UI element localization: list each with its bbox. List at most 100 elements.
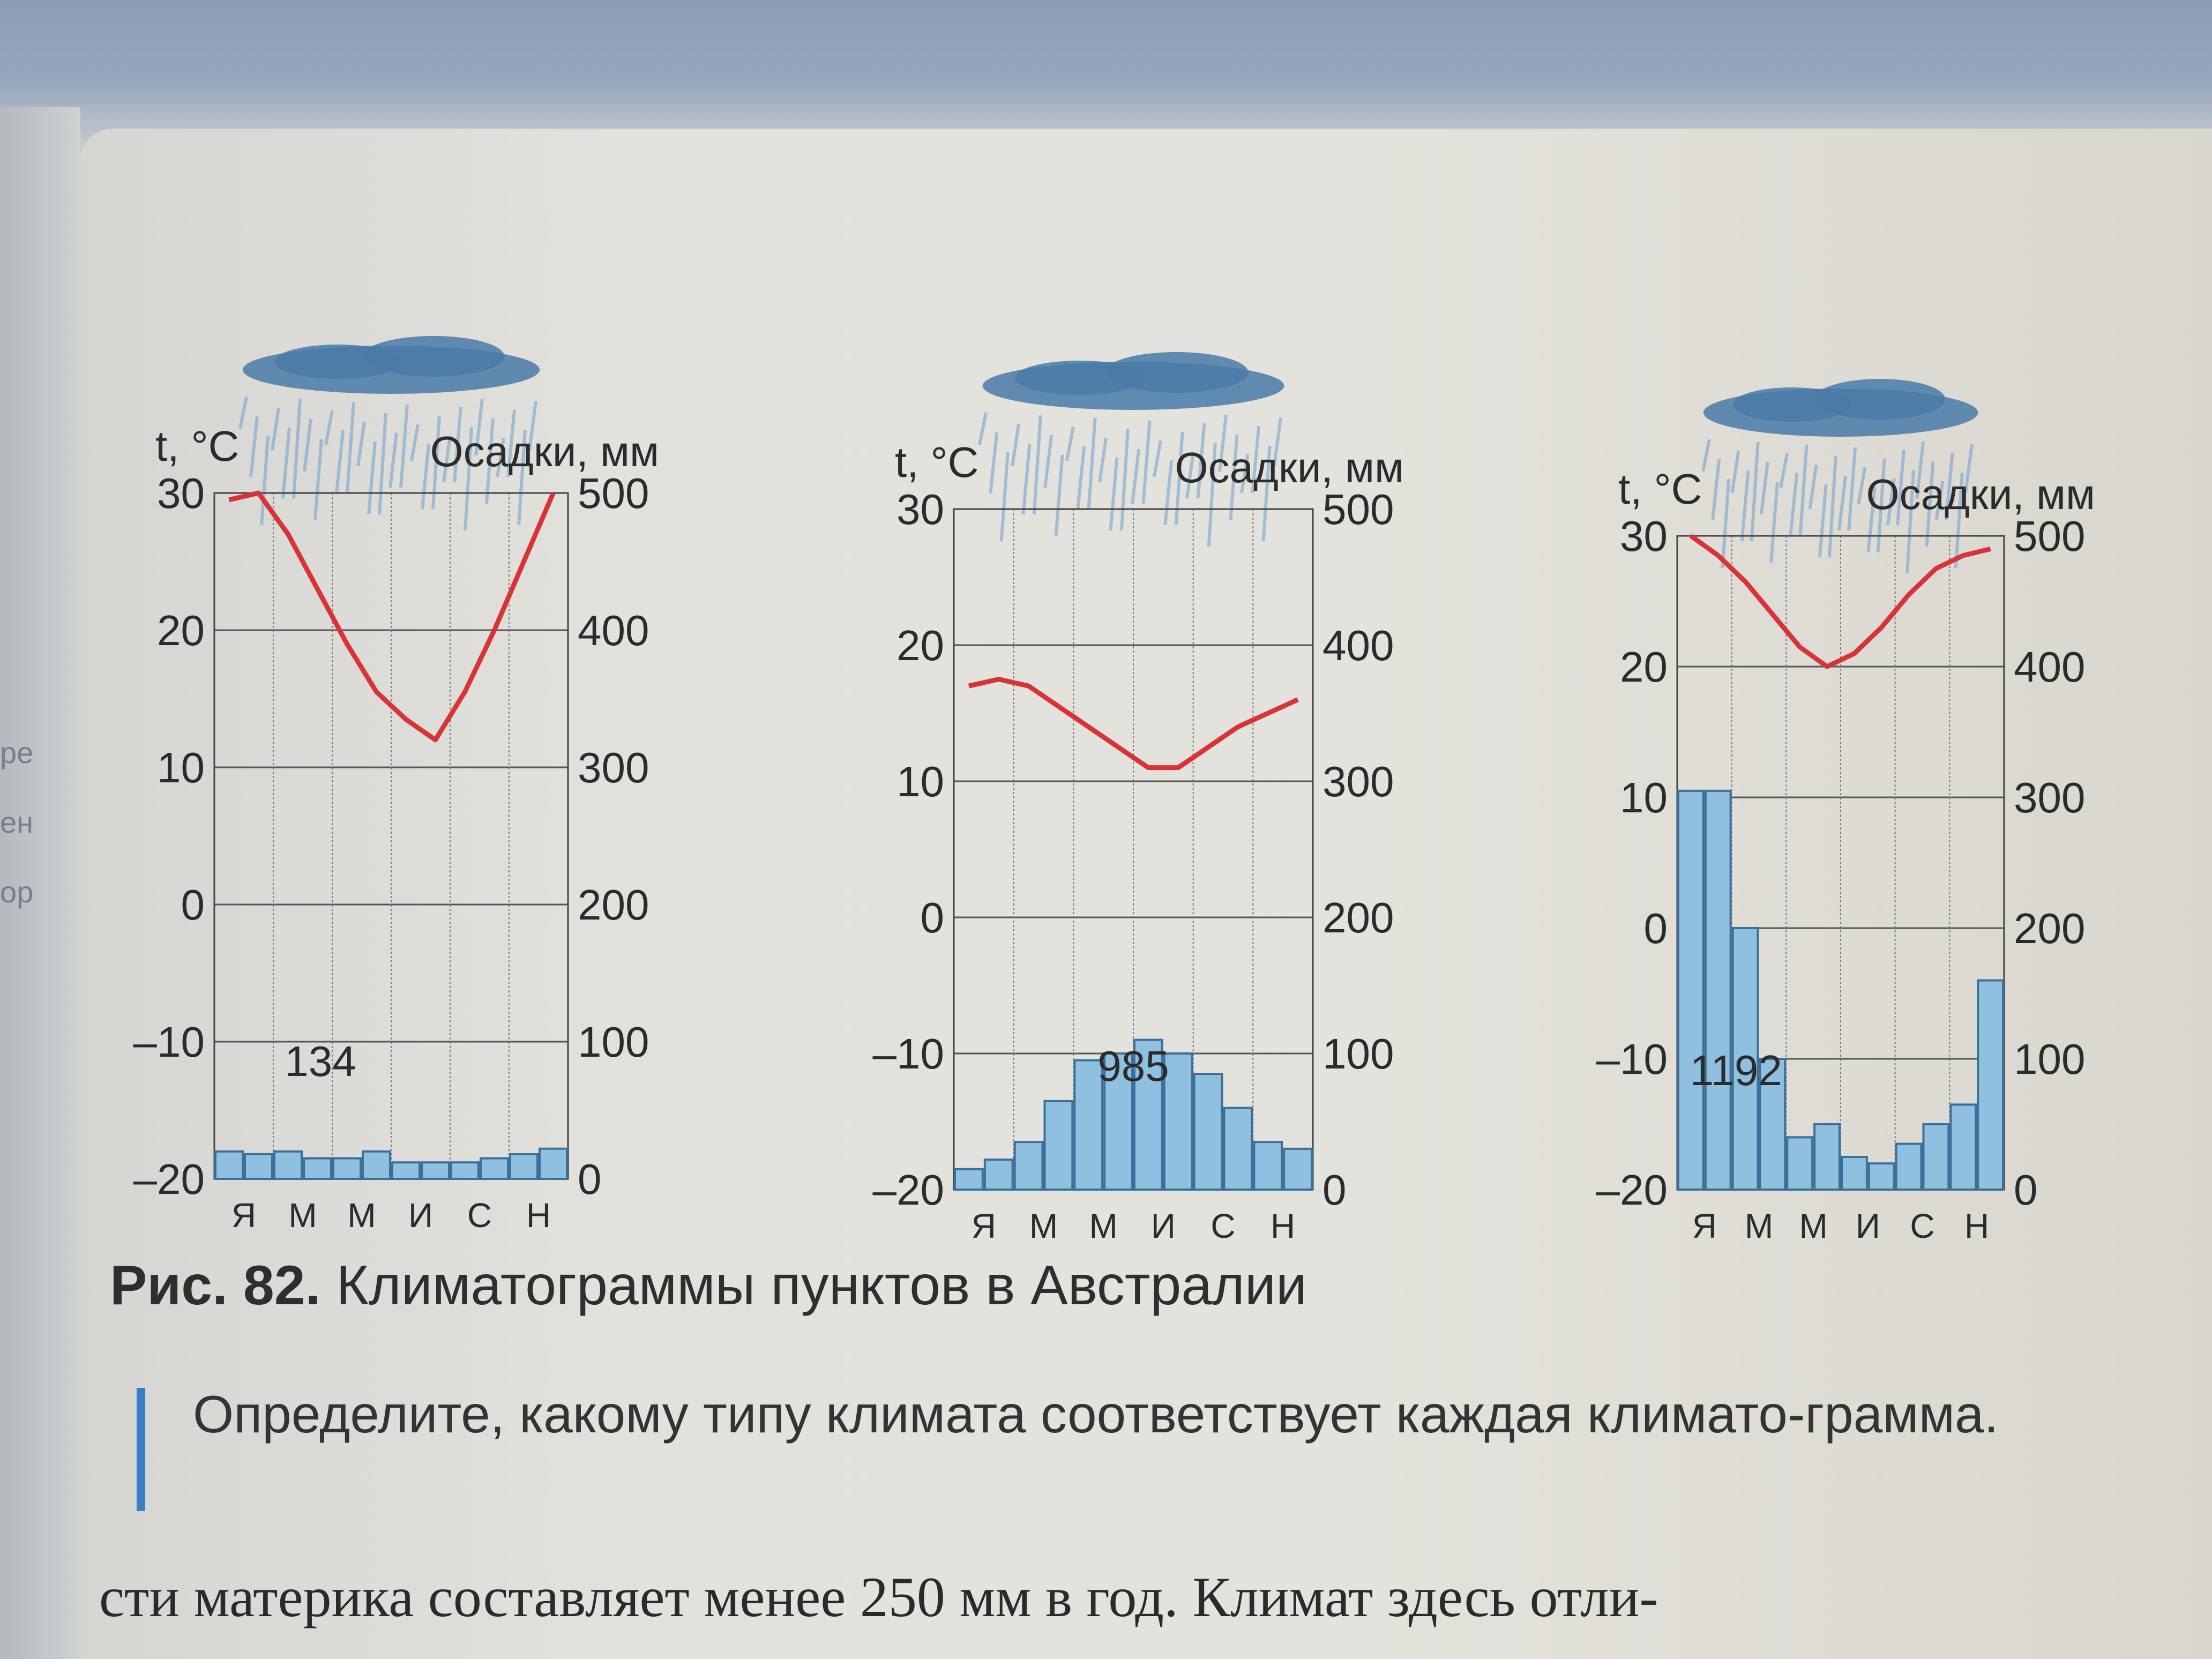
rain-streak	[271, 407, 280, 451]
precip-bar	[1103, 1052, 1134, 1191]
rain-streak	[1239, 454, 1250, 494]
month-label: Н	[526, 1196, 551, 1235]
precip-bar	[1813, 1123, 1841, 1191]
temperature-line	[1689, 534, 1991, 669]
rain-streak	[1032, 415, 1042, 515]
rain-streak	[1721, 479, 1731, 569]
rain-streak	[399, 404, 409, 488]
rain-streak	[1730, 450, 1740, 494]
right-axis-title: Осадки, мм	[430, 428, 659, 475]
rain-streak	[1779, 453, 1789, 488]
rain-streak	[1196, 423, 1206, 499]
body-text: сти материка составляет менее 250 мм в г…	[99, 1566, 1658, 1628]
month-label: С	[1210, 1207, 1235, 1245]
rain-streak	[506, 409, 516, 477]
rain-streak	[1925, 461, 1935, 547]
rain-streak	[496, 438, 505, 477]
month-label: Я	[972, 1207, 996, 1245]
left-axis-title: t, °C	[895, 438, 978, 486]
rain-streak	[1954, 472, 1964, 569]
rain-streak	[388, 432, 398, 488]
rain-streak	[249, 416, 259, 477]
precip-bar	[1133, 1038, 1163, 1191]
precip-bar	[1043, 1100, 1074, 1191]
figure-caption: Рис. 82. Климатограммы пунктов в Австрал…	[110, 1254, 1307, 1318]
book-edge-text: ре ени ори	[0, 736, 32, 909]
right-tick-label: 200	[2014, 905, 2085, 952]
month-label: М	[1029, 1207, 1058, 1245]
rain-streak	[1915, 441, 1925, 499]
month-label: С	[467, 1196, 492, 1235]
rain-streak	[1964, 444, 1974, 494]
rain-streak	[1021, 443, 1032, 515]
rain-streak	[1886, 478, 1896, 526]
rain-streak	[410, 424, 420, 461]
precip-bar	[362, 1150, 391, 1180]
rain-streak	[1163, 460, 1174, 526]
rain-streak	[474, 398, 484, 456]
rain-streak	[1043, 435, 1053, 488]
rain-streak	[1076, 446, 1086, 510]
right-tick-label: 100	[578, 1018, 649, 1066]
rain-streak	[1261, 445, 1272, 542]
right-tick-label: 0	[2014, 1166, 2038, 1214]
rain-streak	[1701, 439, 1711, 472]
precip-bar	[1895, 1142, 1923, 1191]
right-tick-label: 400	[2014, 643, 2085, 691]
left-tick-label: –10	[133, 1018, 205, 1066]
rain-streak	[1207, 443, 1217, 547]
right-tick-label: 0	[578, 1155, 602, 1203]
left-tick-label: –10	[873, 1030, 944, 1078]
rain-streak	[313, 438, 323, 520]
precip-bar	[421, 1161, 450, 1180]
month-label: М	[288, 1196, 317, 1235]
temperature-line	[968, 677, 1299, 771]
precip-bar	[450, 1161, 480, 1180]
question-marker	[137, 1388, 145, 1511]
rain-streak	[303, 419, 312, 472]
rain-streak	[1152, 440, 1162, 477]
precip-bar	[1759, 1058, 1787, 1191]
precip-bar	[1193, 1073, 1223, 1191]
rain-streak	[1934, 481, 1945, 520]
precip-bar	[391, 1161, 421, 1180]
month-label: И	[408, 1196, 433, 1235]
left-tick-label: 10	[896, 758, 944, 805]
book-left-edge: ре ени ори	[0, 107, 80, 1659]
rain-streak	[1818, 484, 1828, 558]
right-tick-label: 100	[1322, 1030, 1394, 1078]
left-tick-label: 30	[1620, 512, 1668, 560]
cloud-shape	[1732, 387, 1851, 422]
rain-streak	[281, 427, 291, 499]
temperature-line	[228, 490, 556, 743]
left-tick-label: 0	[181, 881, 205, 929]
rain-streak	[1905, 469, 1916, 574]
annual-total-label: 1192	[1690, 1047, 1782, 1094]
month-label: И	[1856, 1207, 1880, 1245]
left-axis-title: t, °C	[155, 422, 239, 470]
rain-streak	[1750, 442, 1760, 542]
precip-bar	[273, 1150, 303, 1180]
cloud-shape	[274, 345, 402, 379]
month-label: М	[1089, 1207, 1118, 1245]
precip-bar	[1677, 789, 1705, 1191]
rain-streak	[999, 452, 1010, 542]
precip-bar	[509, 1153, 539, 1180]
rain-streak	[1944, 452, 1954, 520]
rain-streak	[1229, 434, 1239, 520]
rain-streak	[517, 429, 527, 526]
rain-streak	[1759, 461, 1769, 515]
right-tick-label: 500	[578, 469, 649, 517]
precip-bar	[539, 1147, 568, 1180]
figure-title: Климатограммы пунктов в Австралии	[336, 1254, 1307, 1317]
cloud-icon	[242, 336, 540, 394]
cloud-shape	[1014, 361, 1145, 395]
annual-total-label: 985	[1097, 1042, 1169, 1090]
annual-total-label: 134	[285, 1037, 356, 1085]
month-label: М	[1745, 1207, 1773, 1245]
left-tick-label: 10	[157, 744, 205, 791]
rain-streak	[1866, 487, 1877, 552]
month-label: М	[347, 1196, 376, 1235]
precip-bar	[983, 1159, 1014, 1191]
rain-streak	[335, 430, 345, 494]
